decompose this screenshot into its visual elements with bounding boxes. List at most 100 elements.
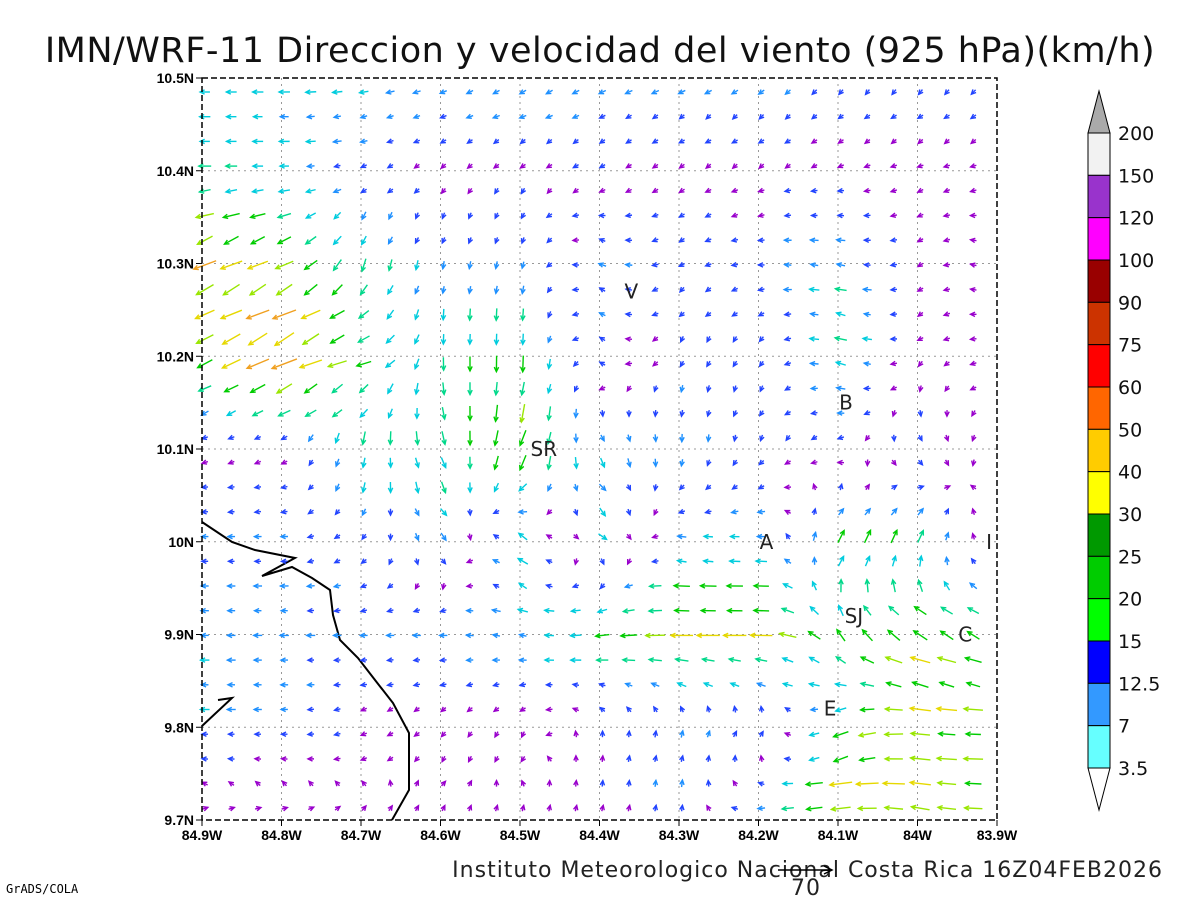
wind-vector bbox=[281, 805, 289, 812]
wind-vector bbox=[518, 430, 527, 447]
wind-vector bbox=[304, 212, 317, 219]
wind-vector bbox=[968, 311, 977, 318]
colorbar: 200 150 120 100 90 75 60 50 40 30 25 20 15 12.5 7 3.5 bbox=[1087, 89, 1160, 812]
wind-vector bbox=[625, 706, 632, 713]
wind-vector bbox=[333, 558, 341, 564]
wind-vector bbox=[727, 657, 741, 663]
wind-vector bbox=[598, 483, 607, 492]
wind-vector bbox=[333, 163, 341, 169]
wind-vector bbox=[942, 163, 951, 169]
wind-vector bbox=[833, 335, 848, 342]
wind-vector bbox=[598, 533, 608, 541]
wind-vector bbox=[785, 434, 791, 442]
wind-vector bbox=[679, 803, 685, 812]
wind-vector bbox=[704, 286, 712, 293]
wind-vector bbox=[625, 163, 632, 169]
wind-vector bbox=[704, 237, 712, 243]
wind-vector bbox=[491, 657, 500, 663]
wind-vector bbox=[678, 163, 685, 169]
station-label: V bbox=[624, 279, 638, 303]
wind-vector bbox=[754, 558, 768, 565]
wind-vector bbox=[520, 779, 527, 787]
wind-vector bbox=[651, 336, 659, 342]
wind-vector bbox=[758, 754, 765, 762]
wind-vector bbox=[546, 778, 553, 787]
wind-vector bbox=[361, 508, 367, 517]
wind-vector bbox=[909, 730, 931, 737]
wind-vector bbox=[912, 629, 928, 641]
wind-vector bbox=[885, 681, 902, 688]
wind-vector bbox=[652, 705, 659, 713]
wind-vector bbox=[492, 163, 500, 169]
wind-vector bbox=[732, 336, 739, 343]
wind-vector bbox=[520, 261, 526, 270]
wind-vector bbox=[939, 606, 954, 615]
wind-vector bbox=[702, 533, 713, 540]
wind-vector bbox=[304, 188, 316, 194]
station-label: B bbox=[839, 391, 853, 415]
wind-vector bbox=[783, 484, 792, 490]
wind-vector bbox=[943, 360, 950, 367]
wind-vector bbox=[491, 559, 500, 565]
wind-vector bbox=[784, 459, 791, 465]
wind-vector bbox=[225, 706, 236, 713]
wind-vector bbox=[546, 188, 553, 195]
wind-vector bbox=[544, 113, 553, 120]
wind-vector bbox=[757, 138, 765, 144]
wind-vector bbox=[303, 383, 318, 394]
wind-vector bbox=[571, 582, 580, 589]
wind-vector bbox=[702, 558, 714, 565]
wind-vector bbox=[598, 361, 606, 367]
wind-vector bbox=[359, 706, 368, 712]
wind-vector bbox=[778, 631, 797, 638]
wind-vector bbox=[306, 533, 315, 540]
wind-vector bbox=[700, 657, 715, 663]
wind-vector bbox=[440, 286, 447, 295]
wind-vector bbox=[856, 805, 877, 812]
wind-vector bbox=[573, 558, 580, 566]
wind-vector bbox=[676, 682, 687, 688]
wind-vector bbox=[599, 457, 606, 469]
wind-vector bbox=[387, 482, 394, 494]
wind-vector bbox=[492, 706, 500, 713]
wind-vector bbox=[943, 580, 951, 591]
wind-vector bbox=[861, 286, 872, 293]
wind-vector bbox=[440, 532, 447, 542]
wind-vector bbox=[917, 578, 924, 592]
wind-vector bbox=[832, 755, 849, 763]
wind-vector bbox=[624, 262, 633, 268]
wind-vector bbox=[280, 434, 288, 441]
wind-vector bbox=[598, 113, 606, 119]
x-axis-ticks: 84.9W 84.8W 84.7W 84.6W 84.5W 84.4W 84.3W 84.2W… bbox=[182, 820, 1018, 843]
station-label: C bbox=[958, 623, 972, 647]
wind-vector bbox=[809, 605, 820, 616]
wind-vector bbox=[494, 237, 500, 245]
wind-vector bbox=[752, 583, 769, 589]
wind-vector bbox=[784, 138, 791, 144]
wind-vector bbox=[624, 360, 633, 367]
wind-vector bbox=[253, 731, 262, 738]
wind-vector bbox=[305, 113, 315, 120]
colorbar-swatch bbox=[1087, 598, 1111, 642]
wind-vector bbox=[441, 407, 447, 421]
wind-vector bbox=[598, 312, 606, 318]
wind-vector bbox=[253, 558, 261, 565]
wind-vector bbox=[494, 755, 500, 763]
wind-vector bbox=[386, 163, 394, 169]
wind-vector bbox=[678, 484, 685, 491]
wind-vector bbox=[758, 163, 765, 170]
wind-vector bbox=[270, 358, 298, 370]
wind-vector bbox=[652, 434, 659, 443]
wind-vector bbox=[732, 360, 739, 368]
wind-vector bbox=[331, 284, 343, 296]
wind-vector bbox=[916, 187, 924, 193]
wind-vector bbox=[621, 657, 636, 663]
wind-vector bbox=[678, 113, 685, 120]
colorbar-swatch bbox=[1087, 555, 1111, 600]
x-tick-label: 84.7W bbox=[341, 827, 382, 843]
colorbar-label: 30 bbox=[1118, 504, 1142, 526]
wind-vector bbox=[571, 212, 580, 219]
wind-vector bbox=[785, 532, 791, 540]
wind-vector bbox=[730, 187, 739, 194]
station-label: SJ bbox=[845, 604, 864, 628]
